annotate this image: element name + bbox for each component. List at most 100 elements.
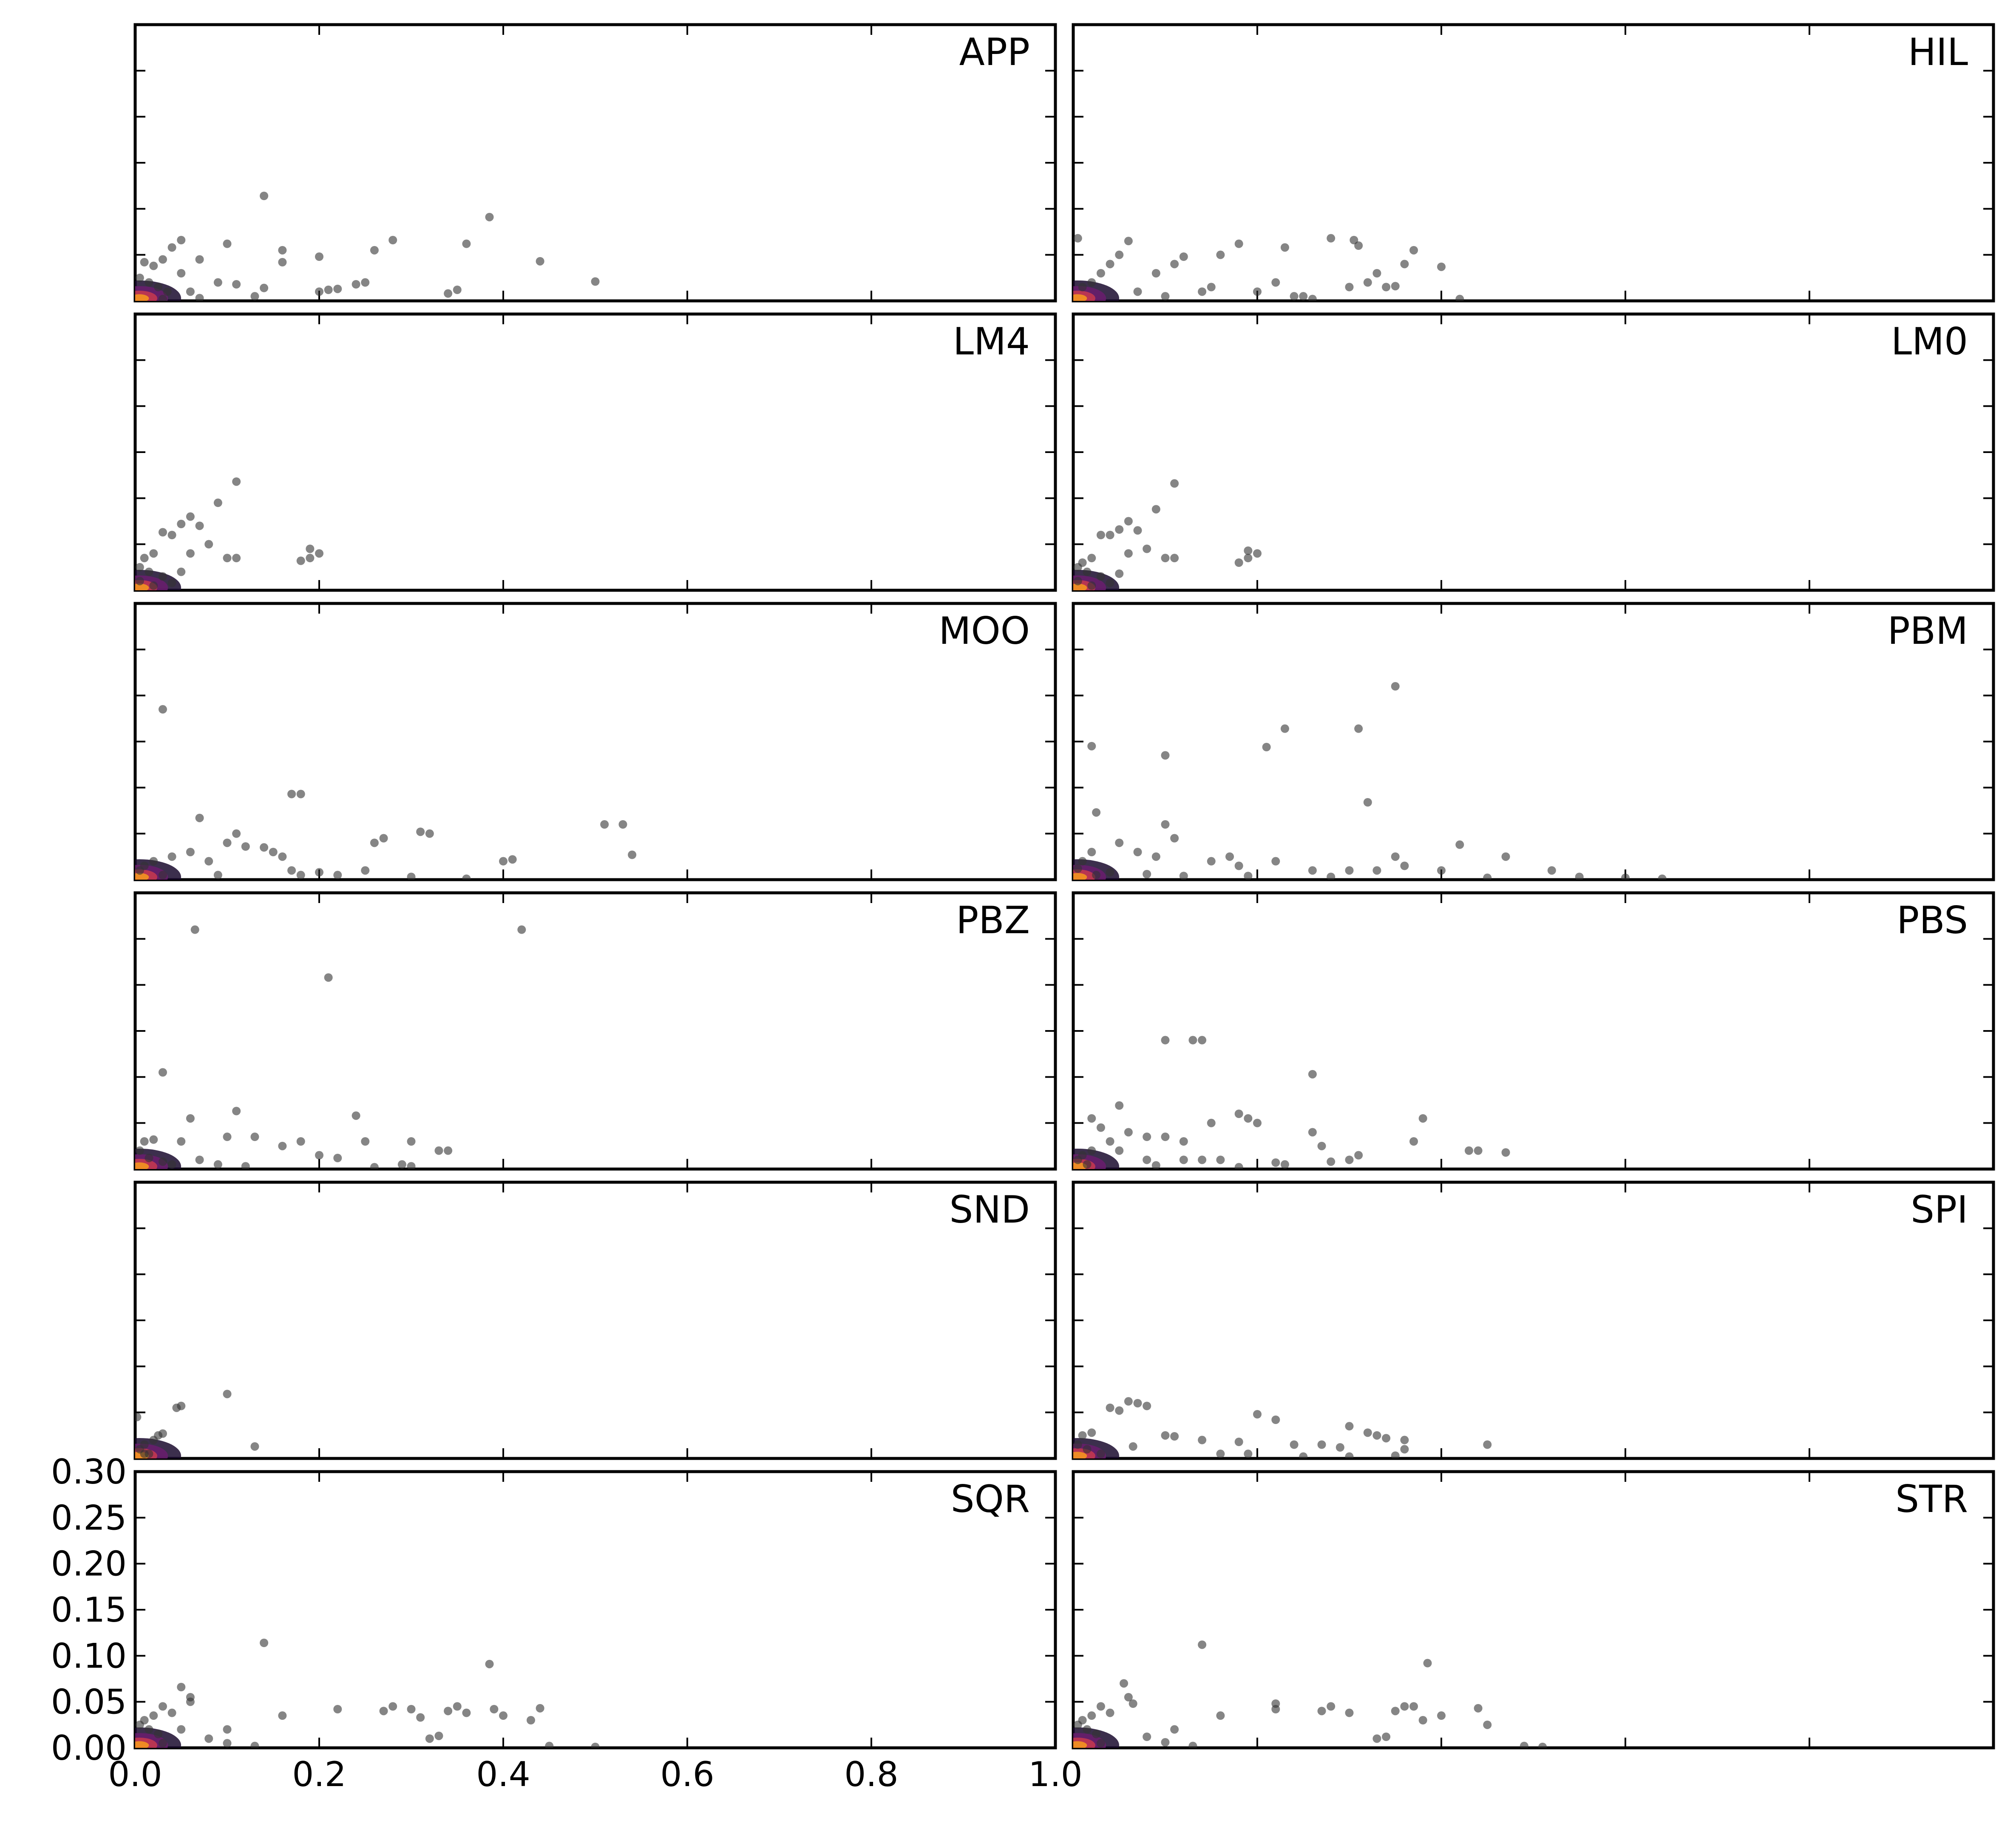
- scatter-point: [287, 866, 296, 875]
- scatter-point: [352, 280, 360, 289]
- scatter-point: [135, 563, 144, 572]
- scatter-point: [1124, 237, 1133, 246]
- scatter-point: [1308, 1070, 1317, 1079]
- scatter-point: [1345, 1422, 1354, 1431]
- panel-lm0: LM0: [1072, 312, 1995, 592]
- panel-sqr: SQR 0.0 0.2 0.4 0.6 0.8 1.0 0.00 0.05 0.10 0.15 0.2…: [51, 1452, 1083, 1794]
- scatter-point: [177, 1725, 186, 1734]
- scatter-point: [149, 1135, 158, 1144]
- density-core-point: [135, 1741, 149, 1748]
- scatter-point: [296, 556, 305, 565]
- scatter-point: [1464, 1146, 1473, 1155]
- scatter-point: [1271, 857, 1280, 866]
- scatter-point: [1170, 554, 1179, 563]
- scatter-point: [204, 857, 213, 866]
- scatter-point: [407, 1137, 416, 1146]
- scatter-point: [158, 1157, 167, 1166]
- scatter-point: [204, 1734, 213, 1743]
- scatter-point: [1244, 872, 1253, 880]
- scatter-point: [1078, 283, 1087, 292]
- scatter-point: [1179, 872, 1188, 880]
- scatter-point: [1335, 1443, 1344, 1452]
- scatter-point: [453, 286, 462, 294]
- scatter-point: [444, 1707, 453, 1716]
- scatter-point: [1290, 292, 1299, 301]
- scatter-point: [1244, 1450, 1253, 1458]
- scatter-point: [1345, 283, 1354, 292]
- density-core-point: [135, 583, 149, 590]
- scatter-point: [388, 236, 397, 244]
- scatter-point: [1106, 260, 1114, 269]
- scatter-point: [1198, 287, 1207, 296]
- scatter-point: [145, 1154, 153, 1162]
- density-core-point: [135, 294, 149, 301]
- scatter-point: [213, 278, 222, 287]
- scatter-point: [1280, 243, 1289, 252]
- scatter-point: [1198, 1155, 1207, 1164]
- panel-frame: [133, 1470, 1057, 1750]
- scatter-point: [1363, 278, 1372, 287]
- scatter-point: [177, 269, 186, 277]
- scatter-point: [545, 1741, 554, 1748]
- scatter-point: [306, 544, 315, 553]
- panel-label: STR: [1895, 1477, 1968, 1521]
- scatter-point: [416, 1713, 425, 1722]
- scatter-point: [172, 1403, 181, 1412]
- scatter-point: [1106, 578, 1114, 587]
- scatter-point: [407, 872, 416, 880]
- panel-frame: [133, 602, 1057, 881]
- scatter-point: [1299, 292, 1308, 301]
- scatter-point: [1096, 1702, 1105, 1711]
- panel-label: SND: [950, 1188, 1030, 1232]
- panel-label: MOO: [939, 609, 1030, 653]
- scatter-point: [1400, 1702, 1409, 1711]
- scatter-point: [1400, 260, 1409, 269]
- scatter-point: [1207, 857, 1216, 866]
- scatter-point: [1372, 1431, 1381, 1440]
- scatter-point: [186, 549, 195, 558]
- scatter-point: [1083, 1160, 1092, 1169]
- scatter-point: [1234, 1163, 1243, 1169]
- scatter-point: [1161, 292, 1170, 301]
- panel-moo: MOO: [133, 602, 1057, 881]
- panel-points: [1073, 1036, 1510, 1169]
- x-tick-label: 0.4: [476, 1755, 530, 1794]
- scatter-point: [167, 243, 176, 252]
- density-core-point: [1073, 583, 1087, 590]
- scatter-point: [1538, 1742, 1547, 1748]
- scatter-point: [1271, 1416, 1280, 1424]
- scatter-point: [186, 1114, 195, 1123]
- panel-lm4: LM4: [133, 312, 1057, 592]
- scatter-point: [1151, 852, 1160, 861]
- scatter-point: [444, 1146, 453, 1155]
- scatter-point: [158, 871, 167, 880]
- panel-frame: [133, 891, 1057, 1171]
- scatter-point: [407, 1705, 416, 1713]
- panel-label: LM0: [1891, 320, 1968, 363]
- scatter-point: [260, 192, 269, 200]
- scatter-point: [370, 838, 379, 847]
- scatter-point: [536, 257, 544, 266]
- scatter-point: [1073, 1155, 1082, 1164]
- scatter-point: [1308, 1128, 1317, 1137]
- scatter-point: [425, 1734, 434, 1743]
- scatter-point: [213, 871, 222, 880]
- panel-frame: [1072, 891, 1995, 1171]
- scatter-point: [1271, 278, 1280, 287]
- y-tick-label: 0.05: [51, 1682, 127, 1722]
- density-core-point: [1073, 1452, 1087, 1458]
- scatter-point: [287, 790, 296, 798]
- scatter-point: [1501, 852, 1510, 861]
- scatter-point: [167, 852, 176, 861]
- panel-frame: [1072, 1181, 1995, 1460]
- panel-points: [1073, 479, 1262, 590]
- scatter-point: [1106, 1137, 1114, 1146]
- scatter-point: [333, 1154, 342, 1162]
- scatter-point: [1271, 1699, 1280, 1708]
- scatter-point: [490, 1705, 499, 1713]
- scatter-point: [167, 531, 176, 539]
- scatter-point: [232, 829, 241, 838]
- scatter-point: [1354, 241, 1363, 250]
- scatter-point: [158, 1068, 167, 1077]
- scatter-point: [485, 1659, 494, 1668]
